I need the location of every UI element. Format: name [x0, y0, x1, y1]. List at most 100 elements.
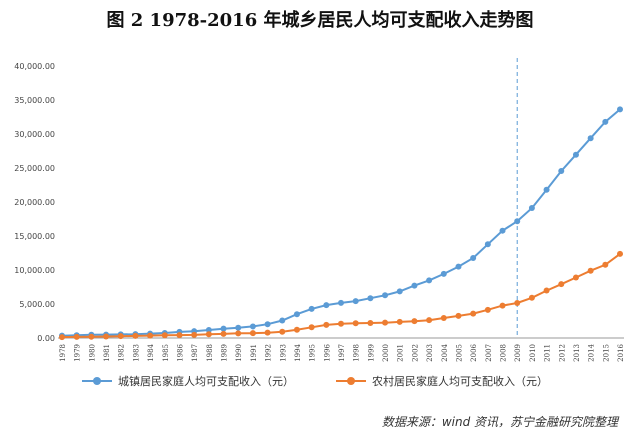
- x-tick-label: 1989: [221, 344, 229, 362]
- data-point-urban: [352, 298, 359, 305]
- data-point-urban: [249, 323, 256, 330]
- data-point-rural: [249, 330, 256, 337]
- data-point-rural: [191, 331, 198, 338]
- data-point-rural: [132, 332, 139, 339]
- legend-swatch-rural: [336, 376, 366, 386]
- x-tick-label: 2013: [573, 344, 581, 362]
- y-tick-label: 35,000.00: [14, 96, 55, 105]
- x-tick-label: 2008: [500, 344, 508, 362]
- data-point-urban: [484, 241, 491, 248]
- data-point-urban: [264, 321, 271, 328]
- data-point-urban: [572, 151, 579, 158]
- data-point-urban: [338, 299, 344, 306]
- y-tick-label: 30,000.00: [14, 130, 55, 139]
- x-tick-label: 2012: [558, 344, 566, 362]
- data-point-rural: [352, 320, 359, 327]
- data-point-urban: [470, 255, 477, 262]
- data-point-rural: [455, 312, 462, 319]
- x-tick-label: 1994: [294, 343, 302, 361]
- x-tick-label: 2005: [455, 344, 463, 362]
- data-point-urban: [499, 227, 506, 234]
- x-tick-label: 1984: [147, 343, 155, 361]
- data-point-urban: [440, 270, 447, 277]
- data-point-urban: [543, 186, 550, 193]
- y-tick-label: 0.00: [37, 334, 55, 343]
- legend-item-rural[interactable]: 农村居民家庭人均可支配收入（元）: [336, 373, 548, 389]
- data-point-urban: [308, 305, 315, 312]
- data-point-urban: [396, 288, 403, 295]
- legend-item-urban[interactable]: 城镇居民家庭人均可支配收入（元）: [82, 373, 294, 389]
- x-tick-label: 1978: [59, 344, 67, 362]
- data-point-rural: [572, 274, 579, 281]
- x-tick-label: 1982: [118, 344, 126, 362]
- legend-label-urban: 城镇居民家庭人均可支配收入（元）: [118, 375, 294, 388]
- data-point-rural: [426, 317, 433, 324]
- data-point-rural: [411, 318, 418, 325]
- source-note: 数据来源：wind 资讯，苏宁金融研究院整理: [381, 415, 618, 429]
- x-tick-label: 2015: [602, 344, 610, 362]
- data-point-rural: [499, 302, 506, 309]
- chart-title: 图 2 1978-2016 年城乡居民人均可支配收入走势图: [106, 10, 534, 31]
- x-tick-label: 1981: [103, 344, 111, 362]
- data-point-rural: [470, 310, 477, 317]
- data-point-urban: [587, 135, 594, 142]
- x-tick-label: 2014: [588, 343, 596, 361]
- data-point-rural: [293, 326, 300, 333]
- x-tick-label: 1986: [176, 343, 184, 361]
- data-point-rural: [484, 306, 491, 313]
- x-tick-label: 1985: [162, 344, 170, 362]
- data-point-rural: [117, 333, 124, 340]
- data-point-urban: [528, 205, 535, 212]
- series-layer: [59, 106, 623, 341]
- x-tick-label: 1991: [250, 344, 258, 362]
- data-point-rural: [338, 320, 344, 327]
- x-tick-label: 2011: [544, 344, 552, 362]
- data-point-rural: [323, 321, 330, 328]
- data-point-urban: [367, 295, 374, 302]
- data-point-urban: [220, 325, 227, 332]
- x-tick-label: 1987: [191, 344, 199, 362]
- x-tick-label: 1996: [323, 343, 331, 361]
- legend-swatch-urban: [82, 376, 112, 386]
- x-tick-label: 1993: [279, 344, 287, 362]
- data-point-rural: [59, 334, 65, 341]
- x-tick-label: 2003: [426, 344, 434, 362]
- y-tick-label: 10,000.00: [14, 266, 55, 275]
- x-tick-label: 1995: [309, 344, 317, 362]
- x-tick-label: 1979: [74, 344, 82, 362]
- x-tick-label: 2006: [470, 343, 478, 361]
- x-tick-label: 2004: [441, 343, 449, 361]
- y-axis-labels: 0.00 5,000.00 10,000.00 15,000.00 20,000.00 2…: [14, 62, 55, 343]
- data-point-urban: [382, 292, 389, 299]
- data-point-rural: [88, 333, 95, 340]
- x-tick-label: 2001: [397, 344, 405, 362]
- data-point-rural: [103, 333, 110, 340]
- data-point-rural: [73, 333, 80, 340]
- y-tick-label: 20,000.00: [14, 198, 55, 207]
- data-point-rural: [205, 331, 212, 338]
- x-tick-label: 2009: [514, 344, 522, 362]
- data-point-urban: [426, 277, 433, 284]
- data-point-rural: [308, 324, 315, 331]
- data-point-urban: [293, 311, 300, 318]
- data-point-rural: [176, 332, 183, 339]
- data-point-urban: [455, 263, 462, 270]
- data-point-urban: [617, 106, 623, 113]
- data-point-rural: [279, 328, 286, 335]
- data-point-urban: [279, 317, 286, 324]
- y-tick-label: 15,000.00: [14, 232, 55, 241]
- data-point-rural: [543, 287, 550, 294]
- data-point-urban: [514, 218, 521, 225]
- x-tick-label: 2010: [529, 344, 537, 362]
- x-tick-label: 1980: [88, 344, 96, 362]
- x-tick-label: 2002: [411, 344, 419, 362]
- data-point-rural: [367, 319, 374, 326]
- x-tick-label: 2016: [617, 343, 625, 361]
- x-tick-label: 1998: [353, 344, 361, 362]
- data-point-rural: [382, 319, 389, 326]
- data-point-urban: [323, 302, 330, 309]
- y-tick-label: 40,000.00: [14, 62, 55, 71]
- data-point-rural: [514, 299, 521, 306]
- x-tick-label: 1990: [235, 344, 243, 362]
